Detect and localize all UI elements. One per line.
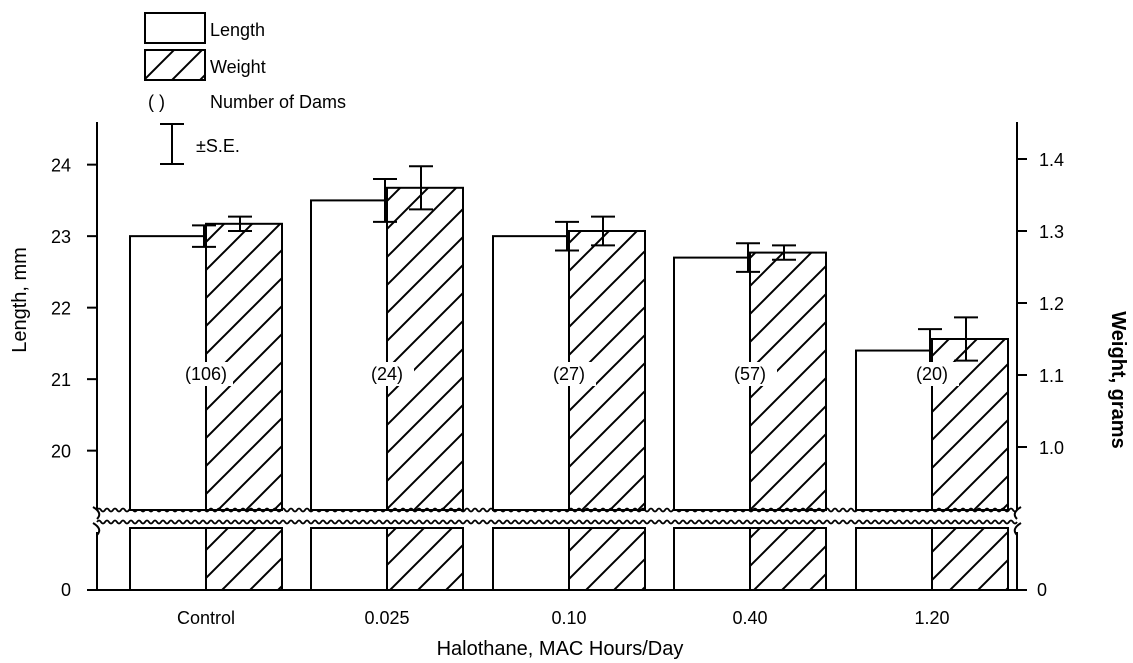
- axis-break-line: [96, 519, 1018, 525]
- y-tick-label: 20: [51, 442, 71, 462]
- count-label-bg: [360, 362, 414, 386]
- y-axis-title: Length, mm: [9, 247, 31, 353]
- bar-length-lower: [855, 527, 933, 591]
- y-tick-label: 23: [51, 227, 71, 247]
- y2-axis-break: [1013, 506, 1022, 520]
- y-tick-label: 24: [51, 156, 71, 176]
- count-label-bg: [723, 362, 777, 386]
- x-tick-label: Control: [177, 608, 235, 628]
- legend-count-symbol: ( ): [148, 92, 165, 112]
- bar-weight-lower: [568, 527, 646, 591]
- y2-tick-label: 0: [1037, 580, 1047, 600]
- legend-weight-label: Weight: [210, 57, 266, 77]
- x-tick-label: 0.40: [732, 608, 767, 628]
- bar-weight-lower: [749, 527, 827, 591]
- y-tick-label: 22: [51, 299, 71, 319]
- count-label: (57): [734, 364, 766, 384]
- x-tick-label: 0.10: [551, 608, 586, 628]
- y-tick-label: 21: [51, 370, 71, 390]
- y2-axis-break: [1013, 522, 1022, 536]
- count-label-bg: [905, 362, 959, 386]
- count-label: (24): [371, 364, 403, 384]
- y2-tick-label: 1.2: [1039, 294, 1064, 314]
- y-axis-break: [92, 522, 101, 536]
- bar-length-lower: [310, 527, 388, 591]
- x-tick-label: 0.025: [364, 608, 409, 628]
- legend-length-label: Length: [210, 20, 265, 40]
- y2-axis-title: Weight, grams: [1107, 311, 1129, 448]
- y2-tick-label: 1.1: [1039, 366, 1064, 386]
- legend-count-label: Number of Dams: [210, 92, 346, 112]
- bar-weight-lower: [205, 527, 283, 591]
- count-label-bg: [179, 362, 233, 386]
- x-axis-title: Halothane, MAC Hours/Day: [437, 638, 684, 660]
- count-label: (20): [916, 364, 948, 384]
- count-label: (106): [185, 364, 227, 384]
- legend-se-label: ±S.E.: [196, 136, 240, 156]
- bar-length: [310, 199, 388, 511]
- y-axis-break: [92, 506, 101, 520]
- y2-tick-label: 1.3: [1039, 222, 1064, 242]
- x-tick-label: 1.20: [914, 608, 949, 628]
- legend-length-swatch: [144, 12, 206, 44]
- bar-length-lower: [492, 527, 570, 591]
- y2-tick-label: 1.0: [1039, 438, 1064, 458]
- legend: Length Weight ( ) Number of Dams ±S.E.: [144, 12, 346, 165]
- y-tick-label: 0: [61, 580, 71, 600]
- bar-weight-lower: [931, 527, 1009, 591]
- count-label: (27): [553, 364, 585, 384]
- legend-weight-swatch: [144, 49, 206, 81]
- category-labels: Control 0.025 0.10 0.40 1.20: [177, 608, 950, 628]
- count-label-bg: [542, 362, 596, 386]
- bars: [129, 186, 1009, 591]
- bar-weight: [386, 186, 464, 512]
- legend-se-icon: [160, 123, 184, 165]
- bar-length-lower: [673, 527, 751, 591]
- y2-tick-label: 1.4: [1039, 150, 1064, 170]
- bar-weight-lower: [386, 527, 464, 591]
- bar-length-lower: [129, 527, 207, 591]
- count-labels: (106) (24) (27) (57) (20): [179, 362, 959, 386]
